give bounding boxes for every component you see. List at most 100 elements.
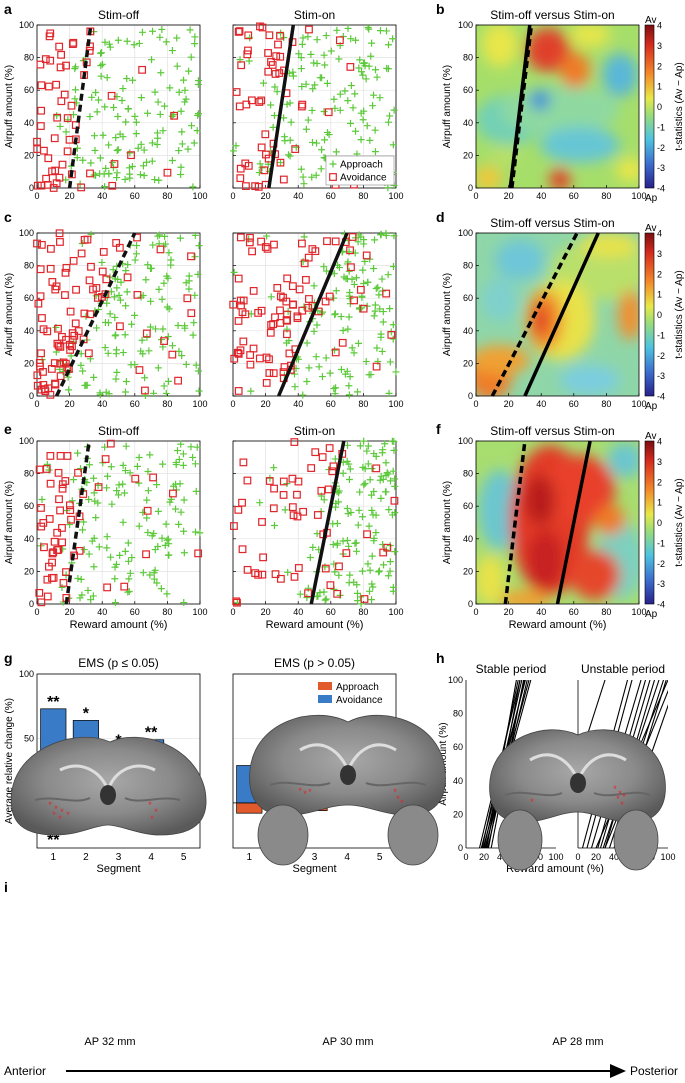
approach-marker <box>388 437 396 445</box>
approach-marker <box>162 389 170 397</box>
approach-marker <box>145 347 153 355</box>
approach-marker <box>356 488 364 496</box>
approach-marker <box>182 95 190 103</box>
approach-marker <box>93 108 101 116</box>
approach-marker <box>365 522 373 530</box>
avoidance-marker <box>318 453 327 461</box>
approach-marker <box>386 358 394 366</box>
x-tick-label: 80 <box>358 607 368 617</box>
avoidance-marker <box>42 465 51 473</box>
approach-marker <box>95 543 103 551</box>
bar-chart-title: EMS (p ≤ 0.05) <box>78 656 159 670</box>
x-tick-label: 20 <box>479 852 489 862</box>
avoidance-marker <box>94 483 103 492</box>
avoidance-marker <box>110 160 119 168</box>
approach-marker <box>309 138 317 146</box>
avoidance-marker <box>276 52 285 61</box>
avoidance-marker <box>265 31 274 40</box>
approach-marker <box>364 460 372 468</box>
stim-off-boundary-line <box>490 232 579 397</box>
approach-marker <box>138 336 146 344</box>
approach-marker <box>146 571 154 579</box>
approach-marker <box>270 464 278 472</box>
y-tick-label: 0 <box>29 599 34 609</box>
approach-marker <box>73 154 81 162</box>
approach-marker <box>191 231 199 239</box>
avoidance-marker <box>359 304 368 313</box>
approach-marker <box>112 560 120 568</box>
approach-marker <box>256 499 264 507</box>
approach-marker <box>366 476 374 484</box>
approach-marker <box>191 40 199 48</box>
approach-marker <box>191 291 199 299</box>
avoidance-marker <box>325 292 334 301</box>
avoidance-marker <box>276 158 285 167</box>
panel-title: Stim-on <box>294 424 335 438</box>
y-tick-label: 20 <box>24 566 34 576</box>
approach-marker <box>313 36 321 44</box>
electrode-star: * <box>393 787 397 797</box>
approach-marker <box>103 544 111 552</box>
scatter-e-stim-on: Stim-on 0 20 40 60 80 100 Reward amount (%) <box>230 424 404 631</box>
approach-marker <box>135 522 143 530</box>
approach-marker <box>355 304 363 312</box>
boundary-line <box>578 680 606 766</box>
approach-marker <box>70 476 78 484</box>
avoidance-marker <box>46 264 55 273</box>
approach-marker <box>391 475 399 483</box>
approach-marker <box>379 308 387 316</box>
avoidance-marker <box>267 321 276 329</box>
approach-marker <box>366 136 374 144</box>
x-tick-label: 0 <box>34 399 39 409</box>
avoidance-marker <box>106 439 115 448</box>
approach-marker <box>365 62 373 70</box>
x-tick-label: 100 <box>631 399 646 409</box>
approach-marker <box>327 47 335 55</box>
approach-marker <box>124 261 132 269</box>
approach-marker <box>347 35 355 43</box>
approach-marker <box>139 508 147 516</box>
y-axis-label: Airpuff amount (%) <box>4 65 15 148</box>
avoidance-marker <box>246 360 255 369</box>
approach-marker <box>299 258 307 266</box>
avoidance-marker <box>297 102 306 111</box>
approach-marker <box>77 465 85 473</box>
approach-marker <box>336 106 344 114</box>
legend-box <box>325 155 395 186</box>
significance-top: ** <box>47 694 60 711</box>
approach-marker <box>344 24 352 32</box>
avoidance-marker <box>255 98 264 106</box>
approach-marker <box>194 110 202 118</box>
approach-marker <box>374 283 382 291</box>
electrode-star: * <box>150 814 154 824</box>
approach-marker <box>97 72 105 80</box>
y-tick-label: 80 <box>24 469 34 479</box>
approach-marker <box>390 232 398 240</box>
approach-marker <box>125 588 133 596</box>
avoidance-marker <box>53 528 62 537</box>
approach-marker <box>101 344 109 352</box>
avoidance-marker <box>41 55 50 64</box>
colorbar-gradient <box>644 24 655 189</box>
approach-marker <box>58 583 66 591</box>
x-axis-label: Segment <box>292 863 336 875</box>
approach-marker <box>120 489 128 497</box>
avoidance-marker <box>372 464 381 473</box>
approach-marker <box>358 293 366 301</box>
avoidance-marker <box>69 256 78 265</box>
y-tick-label: 100 <box>19 20 34 30</box>
approach-marker <box>154 232 162 240</box>
colorbar-top-label: Av <box>645 223 657 234</box>
approach-marker <box>173 34 181 42</box>
colorbar-axis-label: t-statistics (Av − Ap) <box>674 62 685 150</box>
approach-marker <box>71 65 79 73</box>
approach-marker <box>162 38 170 46</box>
category-tick-label: 4 <box>148 852 154 863</box>
heatmap-title: Stim-off versus Stim-on <box>490 424 614 438</box>
approach-marker <box>187 53 195 61</box>
approach-marker <box>366 587 374 595</box>
x-axis-label: Reward amount (%) <box>509 619 607 631</box>
avoidance-marker <box>271 570 280 579</box>
x-tick-label: 60 <box>130 191 140 201</box>
avoidance-marker <box>53 113 62 122</box>
